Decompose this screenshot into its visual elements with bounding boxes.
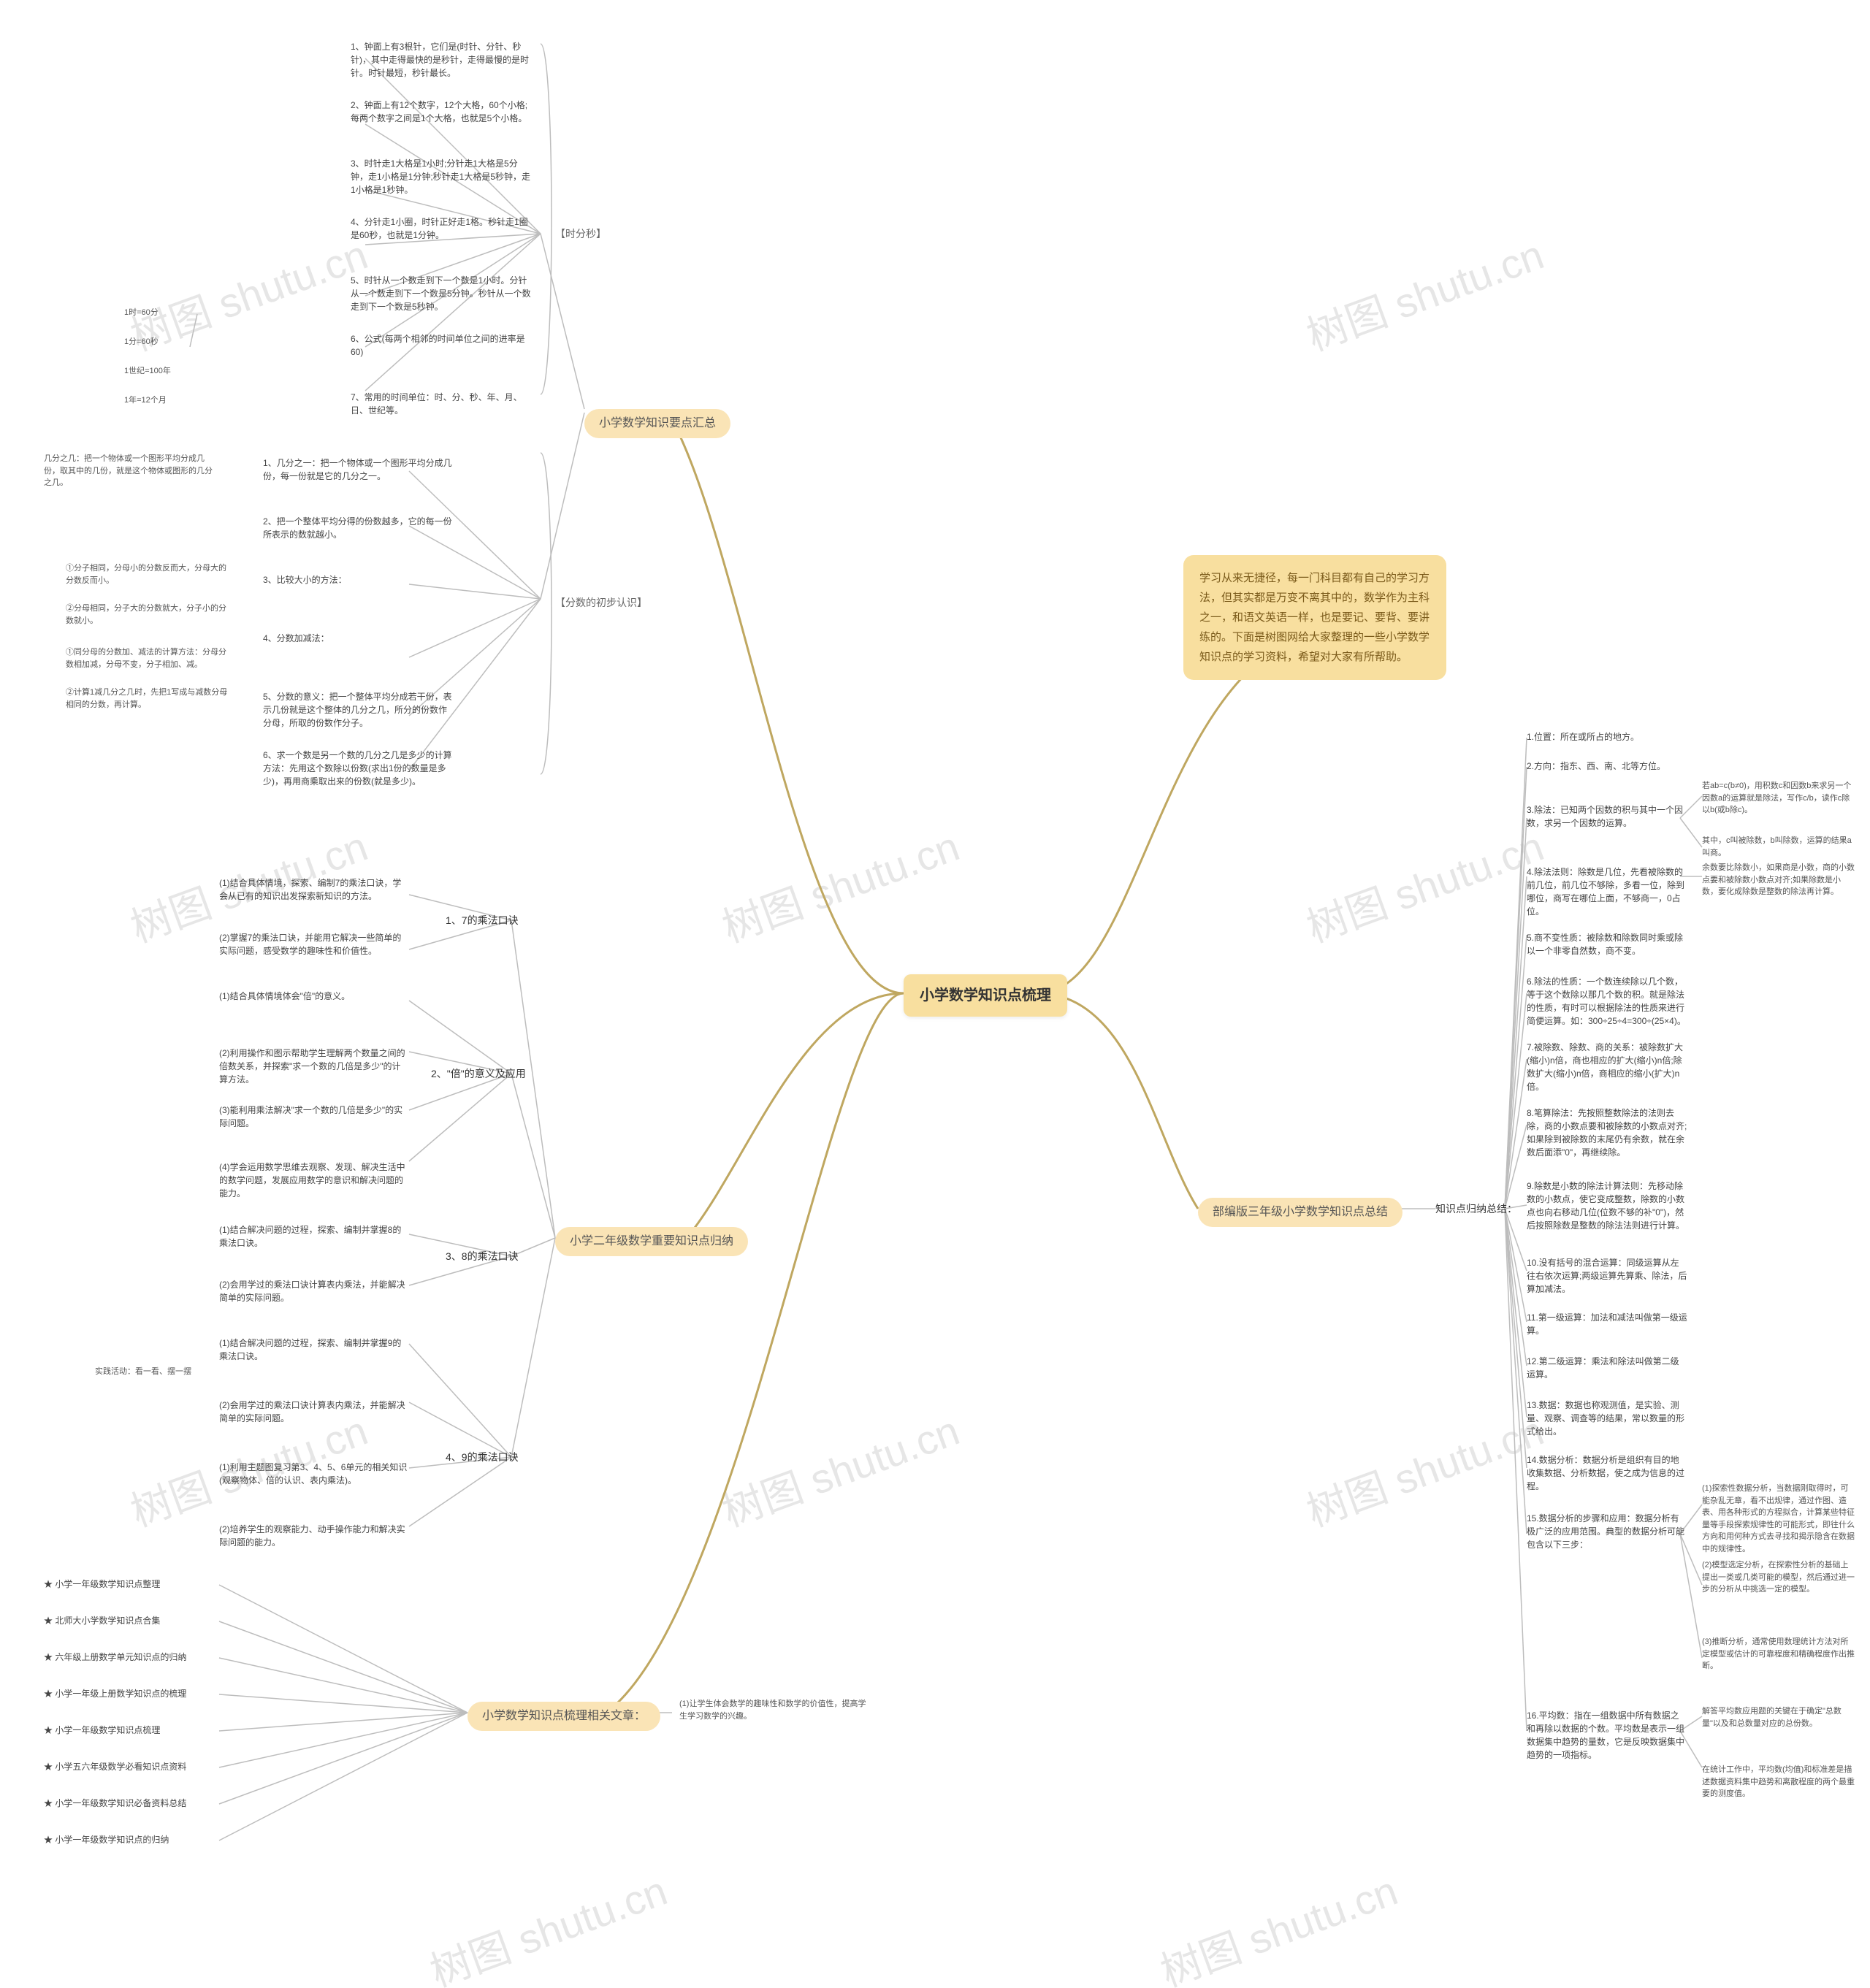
related-item: ★ 小学一年级数学知识点整理 (44, 1578, 234, 1591)
frac-item: 3、比较大小的方法： (263, 573, 453, 586)
hms-item: 6、公式(每两个相邻的时间单位之间的进率是60) (351, 332, 533, 359)
g3-item: 15.数据分析的步骤和应用：数据分析有极广泛的应用范围。典型的数据分析可能包含以… (1527, 1512, 1687, 1551)
g3-item: 2.方向：指东、西、南、北等方位。 (1527, 760, 1687, 773)
label-frac: 【分数的初步认识】 (555, 595, 647, 611)
g2s4-item: (2)培养学生的观察能力、动手操作能力和解决实际问题的能力。 (219, 1523, 409, 1549)
g2s4-item: (2)会用学过的乘法口诀计算表内乘法，并能解决简单的实际问题。 (219, 1399, 409, 1425)
related-side: (1)让学生体会数学的趣味性和数学的价值性，提高学生学习数学的兴趣。 (679, 1698, 869, 1722)
frac-sub4: ①同分母的分数加、减法的计算方法：分母分数相加减，分母不变，分子相加、减。 (66, 646, 234, 670)
g2s2-item: (2)利用操作和图示帮助学生理解两个数量之间的倍数关系，并探索"求一个数的几倍是… (219, 1047, 409, 1086)
watermark: 树图 shutu.cn (713, 1398, 966, 1538)
hub-related: 小学数学知识点梳理相关文章： (468, 1702, 660, 1731)
center-node: 小学数学知识点梳理 (904, 974, 1067, 1017)
g3-i15-sub: (3)推断分析，通常使用数理统计方法对所定模型或估计的可靠程度和精确程度作出推断… (1702, 1636, 1855, 1672)
hms-sub6-item: 1分=60秒 (124, 336, 212, 348)
g3-label: 知识点归纳总结： (1435, 1201, 1517, 1217)
g2s2-item: (4)学会运用数学思维去观察、发现、解决生活中的数学问题，发展应用数学的意识和解… (219, 1161, 409, 1200)
frac-item: 2、把一个整体平均分得的份数越多，它的每一份所表示的数就越小。 (263, 515, 453, 541)
g2s2-item: (1)结合具体情境体会"倍"的意义。 (219, 990, 409, 1003)
g3-item: 1.位置：所在或所占的地方。 (1527, 730, 1687, 743)
hms-sub6-item: 1年=12个月 (124, 394, 212, 407)
g3-i15-sub: (2)模型选定分析，在探索性分析的基础上提出一类或几类可能的模型，然后通过进一步… (1702, 1559, 1855, 1596)
hms-item: 1、钟面上有3根针，它们是(时针、分针、秒针)，其中走得最快的是秒针，走得最慢的… (351, 40, 533, 80)
g3-i4-side: 余数要比除数小，如果商是小数，商的小数点要和被除数小数点对齐;如果除数是小数，要… (1702, 862, 1855, 898)
g3-item: 12.第二级运算：乘法和除法叫做第二级运算。 (1527, 1355, 1687, 1381)
frac-sub3: ②分母相同，分子大的分数就大，分子小的分数就小。 (66, 603, 234, 627)
hms-item: 2、钟面上有12个数字，12个大格，60个小格;每两个数字之间是1个大格，也就是… (351, 99, 533, 125)
g3-i3-sub: 若ab=c(b≠0)，用积数c和因数b来求另一个因数a的运算就是除法，写作c/b… (1702, 780, 1855, 817)
hms-sub6-item: 1时=60分 (124, 307, 212, 319)
watermark: 树图 shutu.cn (1297, 1398, 1551, 1538)
related-item: ★ 小学一年级上册数学知识点的梳理 (44, 1687, 234, 1700)
g3-item: 8.笔算除法：先按照整数除法的法则去除，商的小数点要和被除数的小数点对齐;如果除… (1527, 1106, 1687, 1159)
related-item: ★ 小学一年级数学知识点的归纳 (44, 1833, 234, 1846)
frac-sub3: ①分子相同，分母小的分数反而大，分母大的分数反而小。 (66, 562, 234, 586)
g2-sec1-label: 1、7的乘法口诀 (446, 913, 519, 928)
g3-i3-sub: 其中，c叫被除数，b叫除数，运算的结果a叫商。 (1702, 835, 1855, 859)
hub-summary: 小学数学知识要点汇总 (584, 409, 730, 438)
g3-item: 6.除法的性质：一个数连续除以几个数，等于这个数除以那几个数的积。就是除法的性质… (1527, 975, 1687, 1028)
g2-sec3-label: 3、8的乘法口诀 (446, 1249, 519, 1264)
watermark: 树图 shutu.cn (713, 814, 966, 954)
hms-item: 7、常用的时间单位：时、分、秒、年、月、日、世纪等。 (351, 391, 533, 417)
frac-item: 6、求一个数是另一个数的几分之几是多少的计算方法：先用这个数除以份数(求出1份的… (263, 749, 453, 788)
g3-item: 4.除法法则：除数是几位，先看被除数的前几位，前几位不够除，多看一位，除到哪位，… (1527, 865, 1687, 918)
frac-item: 5、分数的意义：把一个整体平均分成若干份，表示几份就是这个整体的几分之几，所分的… (263, 690, 453, 730)
g2s4-item: (1)利用主题图复习第3、4、5、6单元的相关知识(观察物体、倍的认识、表内乘法… (219, 1461, 409, 1487)
g3-item: 13.数据：数据也称观测值，是实验、测量、观察、调查等的结果，常以数量的形式给出… (1527, 1399, 1687, 1438)
related-item: ★ 小学五六年级数学必看知识点资料 (44, 1760, 234, 1773)
g2s1-item: (2)掌握7的乘法口诀，并能用它解决一些简单的实际问题，感受数学的趣味性和价值性… (219, 931, 409, 957)
g3-item: 14.数据分析：数据分析是组织有目的地收集数据、分析数据，使之成为信息的过程。 (1527, 1453, 1687, 1493)
g3-i15-sub: (1)探索性数据分析，当数据刚取得时，可能杂乱无章，看不出规律，通过作图、造表、… (1702, 1483, 1855, 1555)
g3-item: 10.没有括号的混合运算：同级运算从左往右依次运算;两级运算先算乘、除法，后算加… (1527, 1256, 1687, 1296)
g3-i16-side: 在统计工作中，平均数(均值)和标准差是描述数据资料集中趋势和离散程度的两个最重要… (1702, 1764, 1855, 1800)
watermark: 树图 shutu.cn (1151, 1858, 1405, 1988)
intro-bubble: 学习从来无捷径，每一门科目都有自己的学习方法，但其实都是万变不离其中的，数学作为… (1183, 555, 1446, 680)
watermark: 树图 shutu.cn (421, 1858, 674, 1988)
hms-item: 4、分针走1小圈，时针正好走1格。秒针走1圈是60秒，也就是1分钟。 (351, 215, 533, 242)
g2s1-item: (1)结合具体情境，探索、编制7的乘法口诀，学会从已有的知识出发探索新知识的方法… (219, 876, 409, 903)
g2s3-item: (2)会用学过的乘法口诀计算表内乘法，并能解决简单的实际问题。 (219, 1278, 409, 1304)
g3-i16-side: 解答平均数应用题的关键在于确定"总数量"以及和总数量对应的总份数。 (1702, 1705, 1855, 1729)
g2-sec4-pre: 实践活动：看一看、摆一摆 (95, 1366, 191, 1378)
frac-sub4: ②计算1减几分之几时，先把1写成与减数分母相同的分数，再计算。 (66, 687, 234, 711)
g2-sec2-label: 2、"倍"的意义及应用 (431, 1066, 526, 1082)
hub-grade2: 小学二年级数学重要知识点归纳 (555, 1227, 748, 1256)
frac-sub1: 几分之几：把一个物体或一个图形平均分成几份，取其中的几份，就是这个物体或图形的几… (44, 453, 219, 489)
g3-item: 16.平均数：指在一组数据中所有数据之和再除以数据的个数。平均数是表示一组数据集… (1527, 1709, 1687, 1762)
related-item: ★ 六年级上册数学单元知识点的归纳 (44, 1651, 234, 1664)
frac-item: 1、几分之一：把一个物体或一个图形平均分成几份，每一份就是它的几分之一。 (263, 456, 453, 483)
g3-item: 5.商不变性质：被除数和除数同时乘或除以一个非零自然数，商不变。 (1527, 931, 1687, 957)
hms-item: 3、时针走1大格是1小时;分针走1大格是5分钟，走1小格是1分钟;秒针走1大格是… (351, 157, 533, 196)
g2s2-item: (3)能利用乘法解决"求一个数的几倍是多少"的实际问题。 (219, 1104, 409, 1130)
g3-item: 3.除法：已知两个因数的积与其中一个因数，求另一个因数的运算。 (1527, 803, 1687, 830)
g3-item: 11.第一级运算：加法和减法叫做第一级运算。 (1527, 1311, 1687, 1337)
g3-item: 9.除数是小数的除法计算法则：先移动除数的小数点，使它变成整数，除数的小数点也向… (1527, 1180, 1687, 1232)
hms-sub6-item: 1世纪=100年 (124, 365, 212, 378)
hub-grade3: 部编版三年级小学数学知识点总结 (1198, 1198, 1402, 1227)
g2s4-item: (1)结合解决问题的过程，探索、编制并掌握9的乘法口诀。 (219, 1337, 409, 1363)
watermark: 树图 shutu.cn (1297, 814, 1551, 954)
frac-item: 4、分数加减法： (263, 632, 453, 645)
label-hms: 【时分秒】 (555, 226, 606, 242)
related-item: ★ 小学一年级数学知识点梳理 (44, 1724, 234, 1737)
watermark: 树图 shutu.cn (1297, 222, 1551, 362)
g2-sec4-label: 4、9的乘法口诀 (446, 1450, 519, 1465)
g3-item: 7.被除数、除数、商的关系：被除数扩大(缩小)n倍，商也相应的扩大(缩小)n倍;… (1527, 1041, 1687, 1093)
related-item: ★ 小学一年级数学知识必备资料总结 (44, 1797, 234, 1810)
hms-item: 5、时针从一个数走到下一个数是1小时。分针从一个数走到下一个数是5分钟。秒针从一… (351, 274, 533, 313)
related-item: ★ 北师大小学数学知识点合集 (44, 1614, 234, 1627)
g2s3-item: (1)结合解决问题的过程，探索、编制并掌握8的乘法口诀。 (219, 1223, 409, 1250)
